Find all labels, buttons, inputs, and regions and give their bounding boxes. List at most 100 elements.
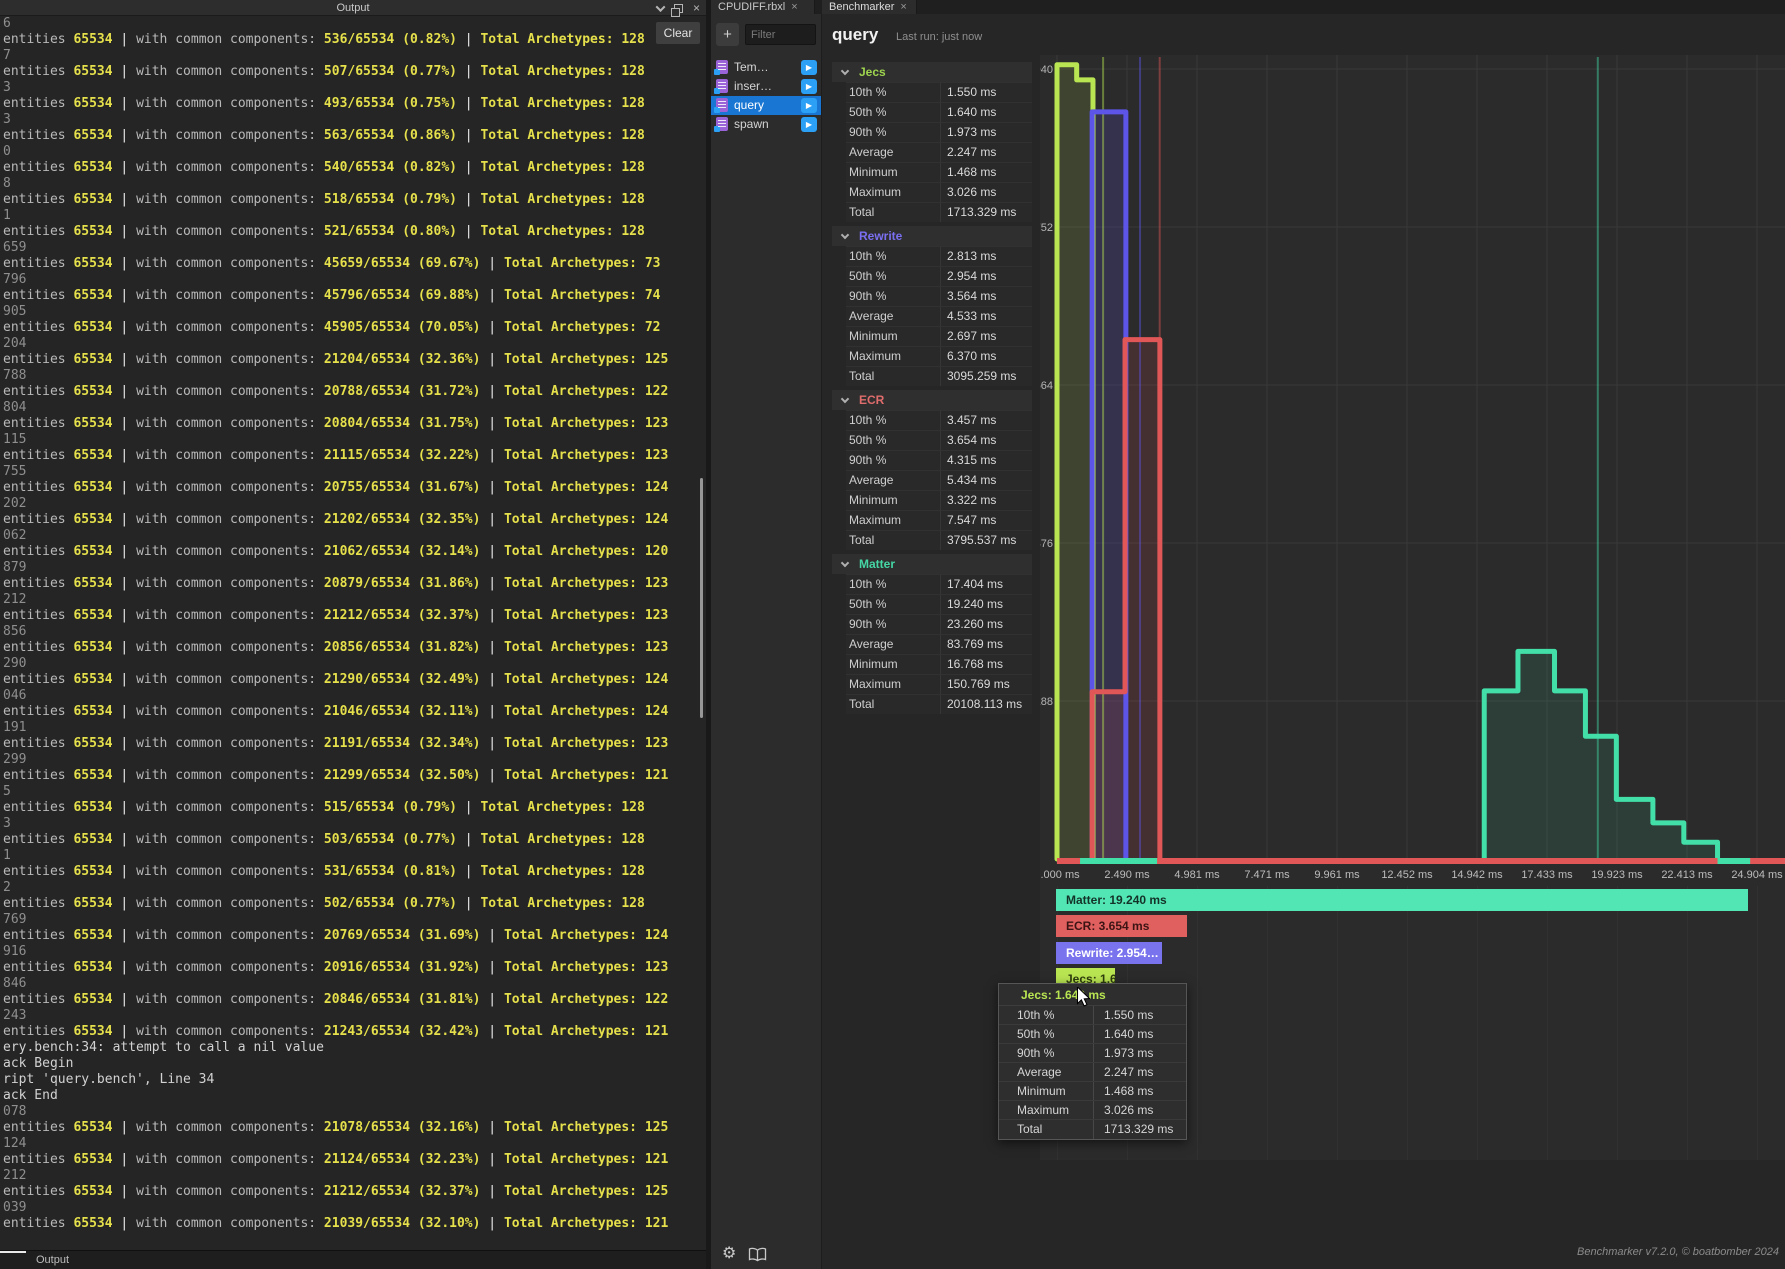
tooltip-row: 50th % 1.640 ms bbox=[999, 1025, 1186, 1044]
stats-section-header[interactable]: Matter bbox=[832, 554, 1032, 574]
stats-row: Average 4.533 ms bbox=[846, 306, 1032, 326]
log-line: entities 65534 | with common components:… bbox=[3, 192, 645, 207]
stats-section-header[interactable]: Rewrite bbox=[832, 226, 1032, 246]
run-benchmark-button[interactable]: ▶ bbox=[801, 79, 817, 94]
output-log[interactable]: 6 entities 65534 | with common components… bbox=[3, 16, 698, 1248]
stats-row-label: Total bbox=[849, 369, 875, 383]
log-line: entities 65534 | with common components:… bbox=[3, 256, 661, 271]
stats-row-label: 50th % bbox=[849, 597, 887, 611]
stats-row-value: 1.640 ms bbox=[940, 103, 1032, 122]
panel-separator[interactable] bbox=[706, 0, 711, 1269]
svg-text:24.904 ms: 24.904 ms bbox=[1731, 869, 1783, 881]
stats-row-value: 7.547 ms bbox=[940, 511, 1032, 530]
output-panel: Output × Clear 6 entities 65534 | with co… bbox=[0, 0, 706, 1269]
tooltip-row-value: 3.026 ms bbox=[1093, 1101, 1186, 1119]
stats-row-label: 10th % bbox=[849, 577, 887, 591]
stats-row-value: 3.026 ms bbox=[940, 183, 1032, 202]
stats-row-value: 150.769 ms bbox=[940, 675, 1032, 694]
log-wrap-line: 115 bbox=[3, 432, 27, 447]
log-wrap-line: 290 bbox=[3, 656, 27, 671]
run-benchmark-button[interactable]: ▶ bbox=[801, 117, 817, 132]
output-scrollbar[interactable] bbox=[700, 478, 703, 718]
log-line: entities 65534 | with common components:… bbox=[3, 1152, 669, 1167]
script-icon bbox=[714, 60, 728, 75]
histogram-chart: 188 376 564 752 940 0.000 ms 2.490 ms 4.981 ms 7… bbox=[998, 55, 1785, 1160]
output-bottom-tab[interactable]: Output bbox=[36, 1254, 70, 1266]
log-error-line: ack End bbox=[3, 1088, 58, 1103]
stats-row: Total 1713.329 ms bbox=[846, 202, 1032, 222]
stats-row-label: Minimum bbox=[849, 493, 898, 507]
close-icon[interactable]: × bbox=[791, 1, 798, 13]
log-line: entities 65534 | with common components:… bbox=[3, 544, 669, 559]
stats-section-header[interactable]: Jecs bbox=[832, 62, 1032, 82]
stats-row-label: 90th % bbox=[849, 125, 887, 139]
stats-row-value: 1.973 ms bbox=[940, 123, 1032, 142]
svg-text:564: 564 bbox=[1040, 380, 1053, 392]
svg-text:19.923 ms: 19.923 ms bbox=[1591, 869, 1643, 881]
close-icon[interactable]: × bbox=[900, 1, 907, 13]
log-line: entities 65534 | with common components:… bbox=[3, 384, 669, 399]
stats-row: Average 2.247 ms bbox=[846, 142, 1032, 162]
stats-row-label: 90th % bbox=[849, 453, 887, 467]
filter-input[interactable] bbox=[745, 24, 816, 45]
sidebar-item-inser[interactable]: inser… ▶ bbox=[711, 77, 821, 96]
log-line: entities 65534 | with common components:… bbox=[3, 480, 669, 495]
chevron-down-icon[interactable] bbox=[655, 1, 666, 12]
stats-row-value: 1713.329 ms bbox=[940, 203, 1032, 222]
sidebar-item-spawn[interactable]: spawn ▶ bbox=[711, 115, 821, 134]
log-line: entities 65534 | with common components:… bbox=[3, 64, 645, 79]
log-wrap-line: 1 bbox=[3, 848, 11, 863]
tab-benchmarker[interactable]: Benchmarker × bbox=[822, 0, 917, 14]
tab-bar: CPUDIFF.rbxl × Benchmarker × bbox=[711, 0, 1785, 14]
restore-window-icon[interactable] bbox=[670, 3, 683, 17]
log-line: entities 65534 | with common components:… bbox=[3, 832, 645, 847]
sidebar-item-label: spawn bbox=[734, 117, 769, 131]
stats-section-header[interactable]: ECR bbox=[832, 390, 1032, 410]
log-line: entities 65534 | with common components:… bbox=[3, 288, 661, 303]
log-line: entities 65534 | with common components:… bbox=[3, 576, 669, 591]
clear-button[interactable]: Clear bbox=[656, 22, 700, 44]
run-benchmark-button[interactable]: ▶ bbox=[801, 60, 817, 75]
log-line: entities 65534 | with common components:… bbox=[3, 864, 645, 879]
timeline-bar-ecr[interactable]: ECR: 3.654 ms bbox=[1056, 915, 1187, 938]
log-wrap-line: 039 bbox=[3, 1200, 27, 1215]
log-error-line: ack Begin bbox=[3, 1056, 74, 1071]
run-benchmark-button[interactable]: ▶ bbox=[801, 98, 817, 113]
tab-label: CPUDIFF.rbxl bbox=[718, 1, 786, 13]
stats-row-label: 10th % bbox=[849, 413, 887, 427]
log-wrap-line: 755 bbox=[3, 464, 27, 479]
log-wrap-line: 0 bbox=[3, 144, 11, 159]
tooltip-row-value: 2.247 ms bbox=[1093, 1063, 1186, 1081]
stats-section-matter: Matter 10th % 17.404 ms 50th % 19.240 ms 90th… bbox=[832, 554, 1032, 714]
log-line: entities 65534 | with common components:… bbox=[3, 928, 669, 943]
tooltip-row: 10th % 1.550 ms bbox=[999, 1006, 1186, 1025]
log-line: entities 65534 | with common components:… bbox=[3, 32, 645, 47]
docs-book-icon[interactable] bbox=[748, 1247, 767, 1262]
stats-row-value: 20108.113 ms bbox=[940, 695, 1032, 714]
log-wrap-line: 7 bbox=[3, 48, 11, 63]
close-icon[interactable]: × bbox=[692, 1, 700, 15]
log-line: entities 65534 | with common components:… bbox=[3, 512, 669, 527]
chevron-down-icon bbox=[840, 558, 850, 568]
log-line: entities 65534 | with common components:… bbox=[3, 608, 669, 623]
settings-gear-icon[interactable]: ⚙ bbox=[722, 1243, 737, 1262]
sidebar-item-query[interactable]: query ▶ bbox=[711, 96, 821, 115]
sidebar-item-Tem[interactable]: Tem… ▶ bbox=[711, 58, 821, 77]
timeline-bar-rewrite[interactable]: Rewrite: 2.954… bbox=[1056, 941, 1162, 964]
tooltip-row: Total 1713.329 ms bbox=[999, 1120, 1186, 1139]
timeline-bar-matter[interactable]: Matter: 19.240 ms bbox=[1056, 889, 1748, 911]
chevron-down-icon bbox=[840, 230, 850, 240]
stats-row: Maximum 7.547 ms bbox=[846, 510, 1032, 530]
stats-row-label: 50th % bbox=[849, 433, 887, 447]
log-wrap-line: 796 bbox=[3, 272, 27, 287]
add-benchmark-button[interactable]: + bbox=[716, 23, 739, 46]
log-wrap-line: 204 bbox=[3, 336, 27, 351]
stats-row-value: 3.457 ms bbox=[940, 411, 1032, 430]
tab-cpudiff[interactable]: CPUDIFF.rbxl × bbox=[711, 0, 815, 14]
log-wrap-line: 916 bbox=[3, 944, 27, 959]
stats-row-label: Total bbox=[849, 205, 875, 219]
tooltip-row: Minimum 1.468 ms bbox=[999, 1082, 1186, 1101]
stats-row-label: Maximum bbox=[849, 513, 902, 527]
hover-tooltip: Jecs: 1.640 ms 10th % 1.550 ms 50th % 1.640… bbox=[998, 983, 1187, 1140]
tooltip-row-label: Minimum bbox=[1017, 1084, 1066, 1098]
